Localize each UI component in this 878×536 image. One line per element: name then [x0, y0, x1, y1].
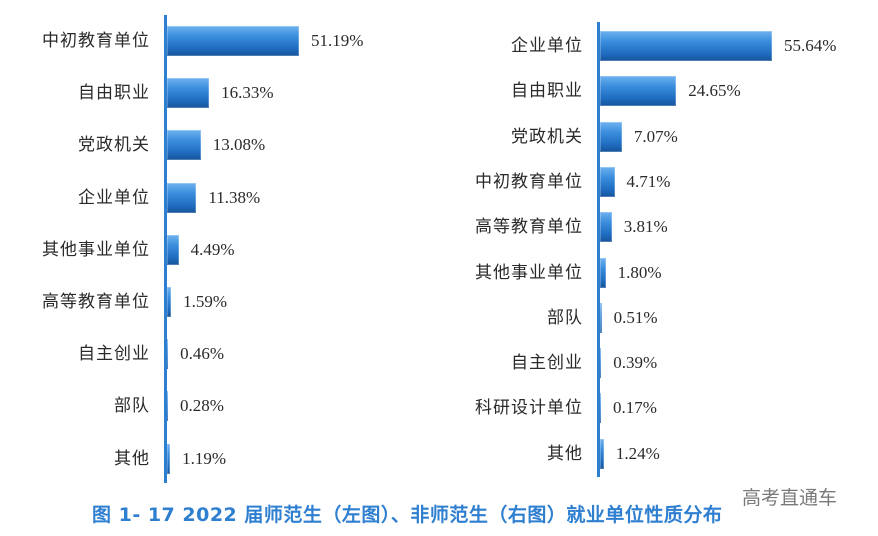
value-label: 0.17%: [613, 398, 657, 418]
watermark: 高考直通车: [742, 487, 838, 509]
bar: [600, 348, 602, 379]
value-label: 24.65%: [688, 81, 741, 101]
bar: [600, 31, 772, 61]
category-label: 部队: [114, 396, 150, 417]
bar: [167, 78, 210, 109]
category-label: 高等教育单位: [42, 292, 150, 312]
value-label: 16.33%: [221, 83, 274, 103]
category-label: 自由职业: [511, 81, 583, 102]
bar: [167, 287, 172, 317]
value-label: 0.46%: [180, 344, 225, 364]
value-label: 4.49%: [190, 239, 235, 259]
left-chart-axis: [164, 15, 167, 483]
value-label: 13.08%: [212, 135, 266, 155]
category-label: 党政机关: [78, 135, 150, 156]
value-label: 7.07%: [633, 126, 678, 146]
bar: [167, 182, 197, 213]
bar: [600, 257, 606, 288]
bar: [167, 391, 168, 422]
bar: [600, 438, 604, 469]
bar: [167, 443, 171, 474]
category-label: 企业单位: [511, 36, 583, 56]
value-label: 1.59%: [183, 292, 228, 311]
bar: [600, 76, 677, 107]
value-label: 55.64%: [784, 36, 837, 55]
category-label: 中初教育单位: [42, 31, 150, 51]
category-label: 自由职业: [78, 83, 150, 104]
category-label: 其他: [547, 443, 583, 464]
value-label: 0.51%: [613, 307, 658, 327]
value-label: 11.38%: [208, 187, 261, 207]
value-label: 1.19%: [182, 448, 226, 468]
right-chart-axis: [597, 22, 600, 477]
bar: [600, 121, 622, 152]
category-label: 其他: [114, 448, 150, 469]
category-label: 党政机关: [511, 126, 583, 147]
value-label: 0.28%: [180, 396, 224, 416]
category-label: 企业单位: [78, 187, 150, 208]
value-label: 1.80%: [617, 262, 662, 282]
value-label: 4.71%: [626, 171, 671, 191]
bar: [167, 339, 169, 370]
value-label: 1.24%: [615, 443, 660, 463]
value-label: 51.19%: [311, 31, 364, 50]
figure-caption: 图 1- 17 2022 届师范生（左图）、非师范生（右图）就业单位性质分布: [92, 504, 723, 526]
category-label: 其他事业单位: [475, 262, 583, 283]
category-label: 科研设计单位: [475, 398, 583, 419]
bar: [167, 26, 299, 56]
category-label: 中初教育单位: [475, 171, 583, 192]
bar: [600, 393, 601, 424]
category-label: 部队: [547, 307, 583, 328]
bar: [600, 212, 612, 243]
right-chart-non-teacher-students: 企业单位 55.64% 自由职业 24.65% 党政机关 7.07% 中初教育单位 4.71%…: [475, 22, 837, 477]
category-label: 其他事业单位: [42, 239, 150, 260]
bar: [600, 302, 602, 333]
value-label: 3.81%: [623, 217, 668, 237]
category-label: 高等教育单位: [475, 217, 583, 238]
category-label: 自主创业: [511, 353, 583, 374]
bar: [600, 166, 615, 197]
left-chart-teacher-students: 中初教育单位 51.19% 自由职业 16.33% 党政机关 13.08% 企业单位 11.3…: [0, 0, 440, 490]
category-label: 自主创业: [78, 344, 150, 365]
bar: [167, 130, 201, 161]
value-label: 0.39%: [613, 353, 658, 373]
bar: [167, 234, 179, 265]
